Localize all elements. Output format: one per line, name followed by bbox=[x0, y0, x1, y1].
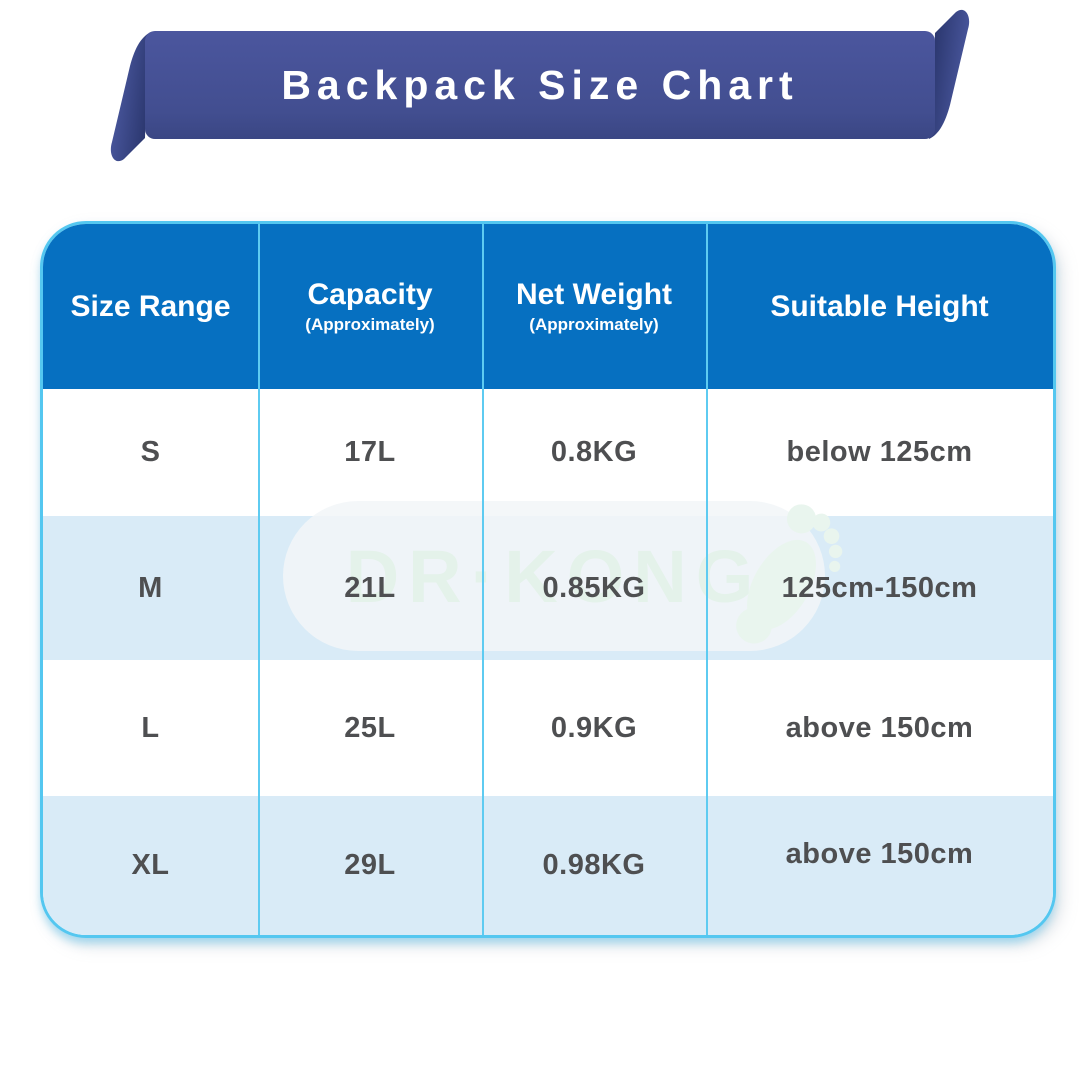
row-background-xl bbox=[43, 796, 1053, 935]
header-cell-suitable-height: Suitable Height bbox=[706, 224, 1053, 389]
watermark-brand-text: DR·KONG bbox=[345, 534, 763, 618]
header-label: Size Range bbox=[70, 289, 231, 323]
header-label: Suitable Height bbox=[770, 289, 989, 323]
ribbon-band bbox=[145, 31, 935, 139]
header-cell-capacity: Capacity (Approximately) bbox=[258, 224, 482, 389]
table-cell-suitable-height: above 150cm bbox=[785, 838, 974, 870]
table-cell-capacity: 29L bbox=[344, 849, 396, 881]
table-cell-suitable-height: above 150cm bbox=[785, 711, 974, 744]
table-cell-net-weight: 0.8KG bbox=[550, 436, 638, 468]
column-divider bbox=[482, 224, 484, 935]
header-row-background bbox=[43, 224, 1053, 389]
ribbon-banner bbox=[110, 9, 970, 162]
footprint-icon bbox=[736, 504, 843, 644]
header-label: Net Weight bbox=[515, 278, 673, 311]
table-cell-capacity: 25L bbox=[344, 711, 396, 744]
table-cell-size: M bbox=[138, 571, 163, 604]
table-cell-size: L bbox=[141, 711, 160, 744]
table-cell-net-weight: 0.9KG bbox=[550, 711, 638, 744]
table-grid: Size Range Capacity (Approximately) Net … bbox=[43, 224, 1053, 935]
header-cell-size-range: Size Range bbox=[43, 224, 258, 389]
ribbon-right-fold bbox=[929, 9, 970, 139]
table-cell-net-weight: 0.98KG bbox=[542, 849, 646, 881]
column-divider bbox=[706, 224, 708, 935]
table-cell-suitable-height: below 125cm bbox=[786, 436, 973, 468]
table-cell-size: XL bbox=[131, 849, 170, 881]
table-cell-capacity: 17L bbox=[344, 436, 396, 468]
page-title: Backpack Size Chart bbox=[281, 61, 799, 108]
header-sublabel: (Approximately) bbox=[529, 315, 659, 334]
ribbon-left-fold bbox=[110, 32, 151, 162]
column-divider bbox=[258, 224, 260, 935]
header-sublabel: (Approximately) bbox=[305, 315, 435, 334]
table-cell-net-weight: 0.85KG bbox=[542, 571, 646, 604]
table-cell-suitable-height: 125cm-150cm bbox=[781, 571, 978, 604]
size-chart-table: DR·KONG Size Range bbox=[40, 221, 1056, 938]
brand-watermark: DR·KONG bbox=[43, 224, 1053, 935]
table-cell-capacity: 21L bbox=[344, 571, 396, 604]
header-label: Capacity bbox=[307, 278, 433, 311]
header-cell-net-weight: Net Weight (Approximately) bbox=[482, 224, 706, 389]
watermark-pill bbox=[283, 501, 825, 651]
table-cell-size: S bbox=[140, 436, 161, 468]
